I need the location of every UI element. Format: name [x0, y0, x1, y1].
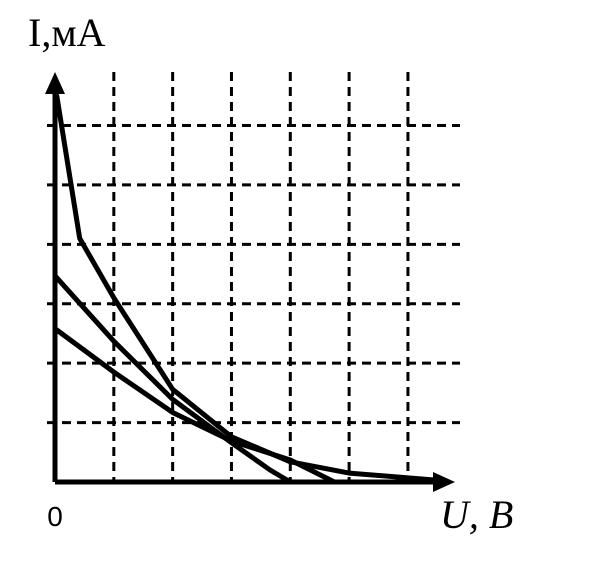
curve: [52, 326, 337, 485]
y-axis-arrow: [45, 72, 65, 94]
curve: [54, 93, 440, 483]
curve: [52, 273, 293, 485]
y-axis-label: I,мА: [28, 10, 106, 55]
x-axis-label: U, B: [440, 492, 513, 537]
x-tick-label: 0: [47, 501, 63, 532]
x-axis-arrow: [433, 472, 455, 492]
